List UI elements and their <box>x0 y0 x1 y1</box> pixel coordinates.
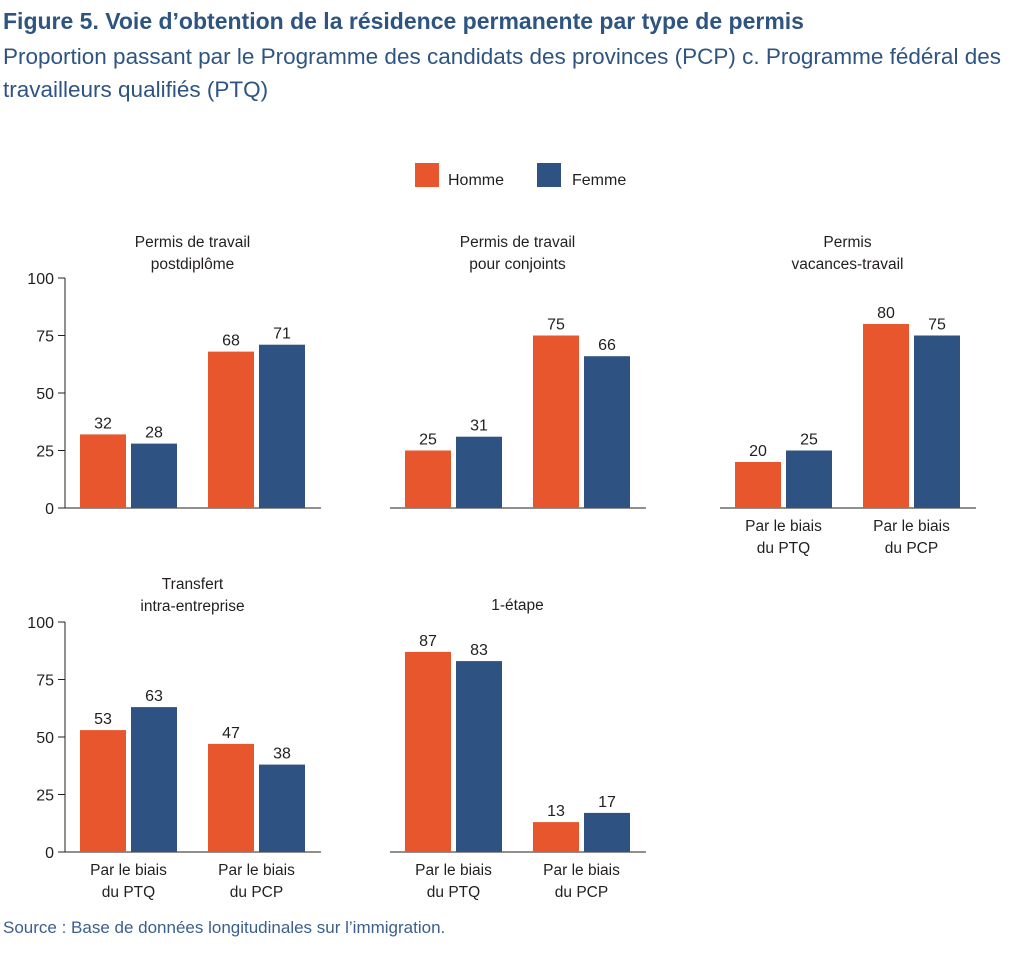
y-tick-label: 75 <box>36 673 54 690</box>
panel-title-line: Permis de travail <box>135 234 250 251</box>
panel-title-line: pour conjoints <box>469 256 566 273</box>
bar-homme <box>533 335 579 508</box>
bar-homme <box>863 324 909 508</box>
panel-title-line: Transfert <box>162 576 224 593</box>
chart-panel-5: 1-étape 87 83 Par le biais du PTQ 13 17 Par le … <box>390 597 646 901</box>
y-tick-label: 25 <box>36 788 54 805</box>
panel-title-line: Permis <box>823 234 871 251</box>
bar-value-label: 13 <box>547 803 565 820</box>
bar-femme <box>259 344 305 508</box>
x-category-label: Par le biais <box>873 518 950 535</box>
bar-homme <box>735 462 781 508</box>
bar-value-label: 38 <box>273 746 291 763</box>
bar-femme <box>456 436 502 508</box>
legend-item-femme: Femme <box>537 163 626 189</box>
chart-panel-4: Transfert intra-entreprise 0 25 50 75 100 53 63 P… <box>27 576 321 901</box>
source-note: Source : Base de données longitudinales … <box>3 918 446 937</box>
legend-label: Femme <box>572 172 626 189</box>
legend-swatch <box>537 163 561 187</box>
bar-value-label: 25 <box>419 432 437 449</box>
bar-value-label: 75 <box>547 317 565 334</box>
legend-item-homme: Homme <box>415 163 504 189</box>
x-category-label: Par le biais <box>90 862 167 879</box>
bar-value-label: 80 <box>877 305 895 322</box>
panel-title-line: intra-entreprise <box>140 598 244 615</box>
bar-value-label: 68 <box>222 333 240 350</box>
y-tick-label: 100 <box>27 271 54 288</box>
x-category-label: Par le biais <box>745 518 822 535</box>
chart-figure: Homme Femme Permis de travail postdiplôme 0 2… <box>27 163 976 901</box>
bar-femme <box>131 443 177 508</box>
chart-panel-1: Permis de travail postdiplôme 0 25 50 75 100 32… <box>27 234 321 518</box>
bar-value-label: 53 <box>94 711 112 728</box>
y-tick-label: 75 <box>36 329 54 346</box>
bar-homme <box>80 730 126 852</box>
x-category-label: du PTQ <box>102 884 155 901</box>
bar-femme <box>584 812 630 852</box>
y-tick-label: 25 <box>36 444 54 461</box>
y-tick-label: 50 <box>36 730 54 747</box>
bar-value-label: 47 <box>222 725 240 742</box>
bar-value-label: 63 <box>145 688 163 705</box>
y-tick-label: 0 <box>45 845 54 862</box>
y-tick-label: 50 <box>36 386 54 403</box>
figure-subtitle: Proportion passant par le Programme des … <box>3 44 1001 102</box>
bar-femme <box>786 450 832 508</box>
bar-value-label: 25 <box>800 432 818 449</box>
bar-value-label: 31 <box>470 418 488 435</box>
x-category-label: Par le biais <box>415 862 492 879</box>
x-category-label: du PTQ <box>757 540 810 557</box>
bar-value-label: 66 <box>598 337 616 354</box>
bar-homme <box>405 450 451 508</box>
bar-homme <box>533 822 579 852</box>
bar-homme <box>80 434 126 508</box>
panel-title-line: postdiplôme <box>151 256 235 273</box>
bar-value-label: 87 <box>419 633 437 650</box>
bar-value-label: 83 <box>470 642 488 659</box>
bar-value-label: 28 <box>145 425 163 442</box>
bar-value-label: 71 <box>273 326 291 343</box>
bar-homme <box>208 743 254 852</box>
chart-panel-2: Permis de travail pour conjoints 25 31 75 66 <box>390 234 646 509</box>
bar-value-label: 32 <box>94 415 112 432</box>
legend-swatch <box>415 163 439 187</box>
bar-femme <box>259 764 305 852</box>
bar-value-label: 75 <box>928 317 946 334</box>
bar-femme <box>131 707 177 852</box>
bar-homme <box>405 651 451 852</box>
x-category-label: du PCP <box>230 884 283 901</box>
panel-title-line: vacances-travail <box>792 256 904 273</box>
x-category-label: du PCP <box>555 884 608 901</box>
x-category-label: Par le biais <box>218 862 295 879</box>
panel-title-line: 1-étape <box>491 597 544 614</box>
legend-label: Homme <box>448 172 504 189</box>
bar-value-label: 17 <box>598 794 616 811</box>
y-tick-label: 0 <box>45 501 54 518</box>
bar-value-label: 20 <box>749 443 767 460</box>
panel-title-line: Permis de travail <box>460 234 575 251</box>
bar-homme <box>208 351 254 508</box>
x-category-label: Par le biais <box>543 862 620 879</box>
bar-femme <box>914 335 960 508</box>
bar-femme <box>456 661 502 852</box>
bar-femme <box>584 356 630 508</box>
chart-panel-3: Permis vacances-travail 20 25 Par le biais du… <box>720 234 976 557</box>
x-category-label: du PTQ <box>427 884 480 901</box>
figure-title: Figure 5. Voie d’obtention de la résiden… <box>3 8 804 34</box>
y-tick-label: 100 <box>27 615 54 632</box>
x-category-label: du PCP <box>885 540 938 557</box>
